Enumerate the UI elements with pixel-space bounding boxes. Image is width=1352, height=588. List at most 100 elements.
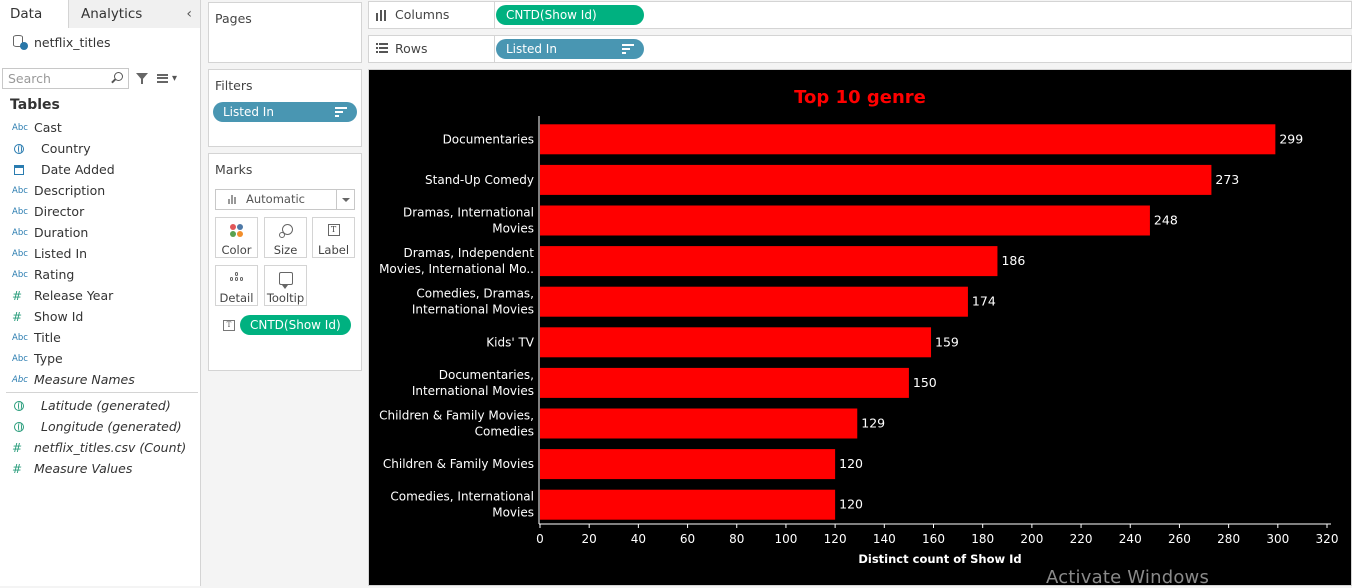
dim-field[interactable]: Abc Duration <box>0 222 200 243</box>
filter-pill-listed-in[interactable]: Listed In <box>213 102 357 122</box>
x-tick-label-220: 220 <box>1070 532 1093 546</box>
label-button-label: Label <box>317 243 350 257</box>
dim-field[interactable]: Abc Measure Names <box>0 369 200 390</box>
x-tick-label-100: 100 <box>774 532 797 546</box>
field-label: Release Year <box>34 288 114 303</box>
datasource-item[interactable]: netflix_titles <box>0 28 200 56</box>
field-label: Latitude (generated) <box>41 398 171 413</box>
x-tick-label-20: 20 <box>582 532 597 546</box>
field-label: Duration <box>34 225 89 240</box>
field-label: Measure Values <box>34 461 133 476</box>
field-label: Type <box>34 351 63 366</box>
rows-shelf[interactable]: Rows Listed In <box>368 35 1352 63</box>
chart-view[interactable]: Top 10 genre 299 Documentaries 273 Stand-Up … <box>368 69 1352 586</box>
string-type-icon: Abc <box>12 332 28 343</box>
field-label: Measure Names <box>34 372 135 387</box>
field-list: Abc Cast Country Date Added Abc Description Ab… <box>0 117 200 390</box>
label-icon: T <box>327 224 340 236</box>
dim-field[interactable]: # Release Year <box>0 285 200 306</box>
tab-analytics[interactable]: Analytics ‹ <box>69 0 200 28</box>
data-label-1: 273 <box>1215 172 1239 187</box>
dim-field[interactable]: # Show Id <box>0 306 200 327</box>
measure-field[interactable]: # Measure Values <box>0 458 200 479</box>
measure-field[interactable]: # netflix_titles.csv (Count) <box>0 437 200 458</box>
globe-icon <box>14 421 24 432</box>
field-label: Rating <box>34 267 75 282</box>
x-tick-label-0: 0 <box>536 532 544 546</box>
tooltip-icon <box>278 272 293 289</box>
dim-field[interactable]: Date Added <box>0 159 200 180</box>
category-label-1-0: Stand-Up Comedy <box>425 173 534 187</box>
size-button-label: Size <box>273 243 298 257</box>
measure-field[interactable]: Longitude (generated) <box>0 416 200 437</box>
field-label: Director <box>34 204 85 219</box>
field-label: Cast <box>34 120 62 135</box>
detail-button[interactable]: Detail <box>215 265 258 306</box>
bar-8 <box>540 449 836 480</box>
search-placeholder: Search <box>8 70 51 86</box>
color-button[interactable]: Color <box>215 217 258 258</box>
dim-field[interactable]: Country <box>0 138 200 159</box>
x-tick-label-240: 240 <box>1119 532 1142 546</box>
divider <box>6 392 198 393</box>
marks-card: Marks Automatic Color Size T Label Detai… <box>208 153 362 371</box>
collapse-left-icon[interactable]: ‹ <box>186 6 192 22</box>
x-tick-label-320: 320 <box>1316 532 1339 546</box>
dim-field[interactable]: Abc Title <box>0 327 200 348</box>
sort-icon <box>622 44 634 54</box>
columns-pill-cntd-show-id[interactable]: CNTD(Show Id) <box>496 5 644 25</box>
search-input[interactable]: Search <box>2 67 129 89</box>
globe-icon <box>14 400 24 411</box>
category-label-7-1: Comedies <box>475 425 534 439</box>
dim-field[interactable]: Abc Listed In <box>0 243 200 264</box>
category-label-2-1: Movies <box>492 222 534 236</box>
x-tick-label-140: 140 <box>873 532 896 546</box>
mark-type-select[interactable]: Automatic <box>215 189 355 210</box>
field-label: Longitude (generated) <box>41 419 182 434</box>
category-label-6-0: Documentaries, <box>439 368 534 382</box>
dim-field[interactable]: Abc Description <box>0 180 200 201</box>
color-icon <box>229 224 244 238</box>
dim-field[interactable]: Abc Cast <box>0 117 200 138</box>
field-label: Listed In <box>34 246 88 261</box>
bar-7 <box>540 408 858 439</box>
rows-shelf-label: Rows <box>369 36 495 62</box>
dim-field[interactable]: Abc Type <box>0 348 200 369</box>
x-tick-label-300: 300 <box>1266 532 1289 546</box>
category-label-4-1: International Movies <box>412 303 534 317</box>
string-type-icon: Abc <box>12 248 28 259</box>
filter-icon[interactable] <box>135 71 149 85</box>
sort-icon <box>335 107 347 117</box>
columns-shelf-label: Columns <box>369 2 495 28</box>
bar-chart: Top 10 genre 299 Documentaries 273 Stand-Up … <box>379 87 1339 566</box>
field-label: netflix_titles.csv (Count) <box>34 440 187 455</box>
marks-pill-label: CNTD(Show Id) <box>250 318 341 332</box>
data-label-5: 159 <box>935 334 959 349</box>
bar-6 <box>540 367 909 398</box>
marks-pill-cntd-show-id[interactable]: CNTD(Show Id) <box>240 315 351 335</box>
size-button[interactable]: Size <box>264 217 307 258</box>
tab-data[interactable]: Data <box>0 0 69 28</box>
dim-field[interactable]: Abc Rating <box>0 264 200 285</box>
pages-card[interactable]: Pages <box>208 2 362 63</box>
dim-field[interactable]: Abc Director <box>0 201 200 222</box>
bar-9 <box>540 489 836 520</box>
category-label-9-1: Movies <box>492 506 534 520</box>
field-label: Title <box>34 330 61 345</box>
tab-analytics-label: Analytics <box>81 6 143 22</box>
tooltip-button[interactable]: Tooltip <box>264 265 307 306</box>
field-label: Description <box>34 183 106 198</box>
bar-5 <box>540 327 932 358</box>
columns-shelf[interactable]: Columns CNTD(Show Id) <box>368 1 1352 29</box>
label-button[interactable]: T Label <box>312 217 355 258</box>
activate-windows-watermark: Activate Windows <box>1046 567 1210 588</box>
search-icon <box>114 71 123 81</box>
size-icon <box>278 224 293 238</box>
filters-card[interactable]: Filters Listed In <box>208 69 362 147</box>
chevron-down-icon <box>336 190 354 209</box>
rows-label-text: Rows <box>395 41 428 56</box>
measure-field[interactable]: Latitude (generated) <box>0 395 200 416</box>
detail-icon <box>229 272 244 282</box>
rows-pill-listed-in[interactable]: Listed In <box>496 39 644 59</box>
view-options-icon[interactable]: ▾ <box>157 71 187 85</box>
